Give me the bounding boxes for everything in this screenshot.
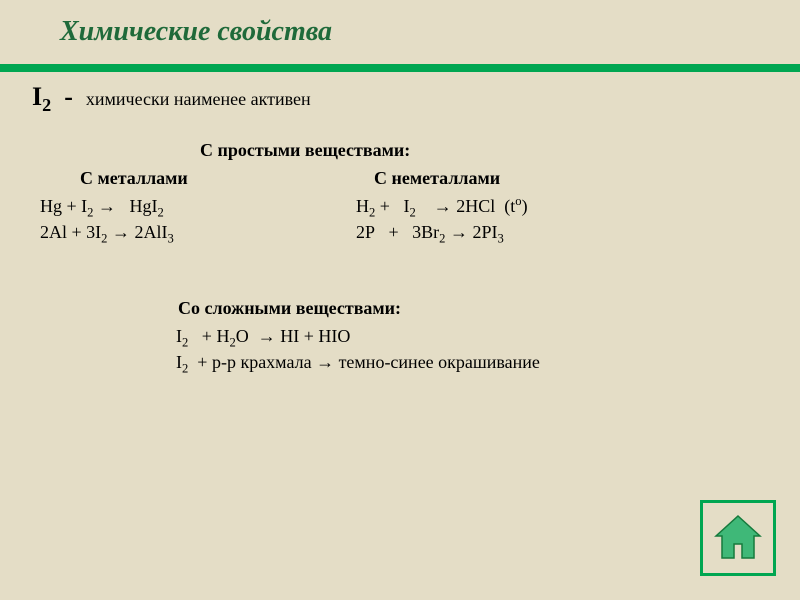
subtitle: I2 - химически наименее активен [32,82,311,112]
section-complex-heading: Со сложными веществами: [178,298,401,319]
equation-complex-1: I2 + H2O → HI + HIO [176,326,350,347]
column-metals-heading: С металлами [80,168,188,189]
equation-nonmetal-1: H2 + I2 → 2HCl (to) [356,196,528,217]
equation-complex-2: I2 + р-р крахмала → темно-синее окрашива… [176,352,540,373]
home-icon[interactable] [712,512,764,564]
slide: Химические свойства I2 - химически наиме… [0,0,800,600]
equation-nonmetal-2: 2P + 3Br2 → 2PI3 [356,222,504,243]
section-simple-heading: С простыми веществами: [200,140,410,161]
equation-metal-1: Hg + I2 → HgI2 [40,196,164,217]
column-nonmetals-heading: С неметаллами [374,168,500,189]
equation-metal-2: 2Al + 3I2 → 2AlI3 [40,222,174,243]
page-title: Химические свойства [60,16,332,48]
divider-top [0,64,800,72]
